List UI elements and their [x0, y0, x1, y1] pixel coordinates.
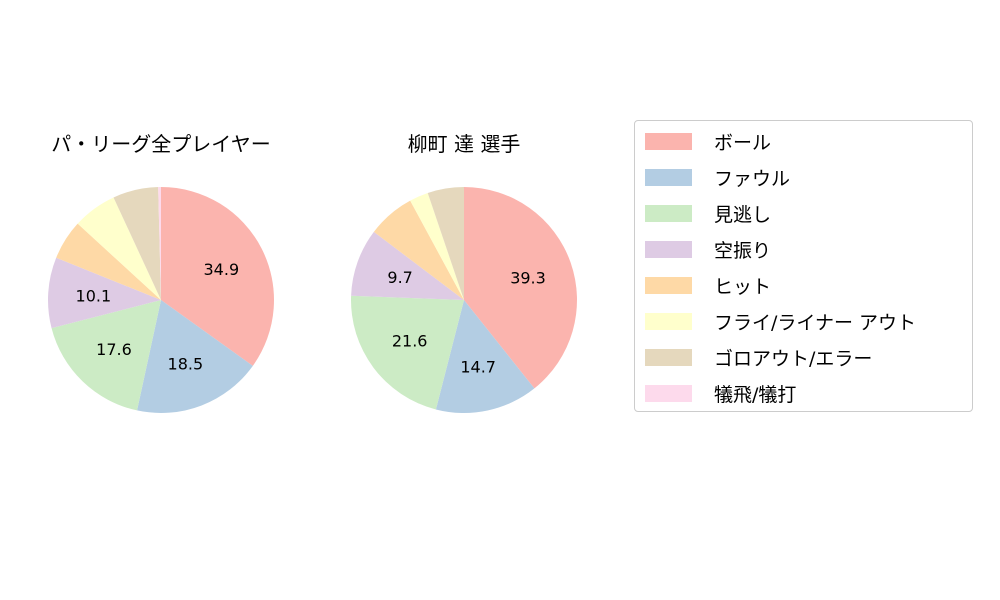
legend-swatch [645, 384, 692, 402]
legend-item: 見逃し [645, 203, 771, 226]
legend-label: ファウル [714, 167, 791, 190]
pie-slice [113, 187, 161, 300]
pie-slice [351, 231, 464, 300]
legend-item: フライ/ライナー アウト [645, 311, 916, 334]
pie-slice [56, 223, 161, 300]
pie-slice-label: 14.7 [460, 357, 496, 376]
pie-slice-label: 17.6 [96, 340, 132, 359]
pie-slice-label: 39.3 [510, 269, 546, 288]
legend-swatch [645, 132, 692, 150]
pie-slice [373, 200, 464, 300]
pie-slice [77, 197, 161, 300]
legend-label: フライ/ライナー アウト [714, 311, 917, 334]
legend-item: ファウル [645, 167, 790, 190]
legend-item: 犠飛/犠打 [645, 383, 796, 406]
player-pie-title: 柳町 達 選手 [407, 132, 521, 156]
legend-item: 空振り [645, 239, 771, 262]
legend-label: ボール [714, 131, 772, 154]
league-pie-title: パ・リーグ全プレイヤー [51, 132, 271, 156]
pie-slice [464, 187, 577, 389]
legend-item: ゴロアウト/エラー [645, 347, 872, 370]
pie-slice-label: 21.6 [392, 332, 428, 351]
pie-slice [137, 300, 253, 414]
pie-slice [410, 192, 464, 300]
legend-swatch [645, 348, 692, 366]
pie-slice [435, 300, 535, 413]
league-pie-chart: 34.9 18.5 17.6 10.1 [47, 187, 274, 414]
pie-slice-label: 18.5 [168, 354, 204, 373]
legend-swatch [645, 240, 692, 258]
pie-slice [161, 187, 274, 366]
legend-label: 見逃し [714, 203, 772, 226]
pie-slice-label: 10.1 [76, 287, 112, 306]
legend-swatch [645, 204, 692, 222]
pie-slice-label: 9.7 [387, 268, 412, 287]
pie-slice [47, 257, 161, 329]
legend: ボールファウル見逃し空振りヒットフライ/ライナー アウト ゴロアウト/エラー 犠飛/… [634, 120, 973, 412]
legend-swatch [645, 312, 692, 330]
legend-label: 空振り [714, 239, 772, 262]
legend-item: ボール [645, 131, 771, 154]
legend-item: ヒット [645, 275, 771, 298]
legend-swatch [645, 168, 692, 186]
pie-slice [158, 187, 161, 300]
pie-slice [51, 300, 161, 411]
pie-slice [351, 295, 464, 410]
legend-label: 犠飛/犠打 [714, 383, 797, 406]
player-pie-chart: 39.3 14.7 21.6 9.7 [351, 187, 577, 413]
legend-swatch [645, 276, 692, 294]
legend-label: ゴロアウト/エラー [714, 347, 873, 370]
pie-slice-label: 34.9 [204, 260, 240, 279]
pie-slice [427, 187, 464, 300]
legend-label: ヒット [714, 275, 772, 298]
